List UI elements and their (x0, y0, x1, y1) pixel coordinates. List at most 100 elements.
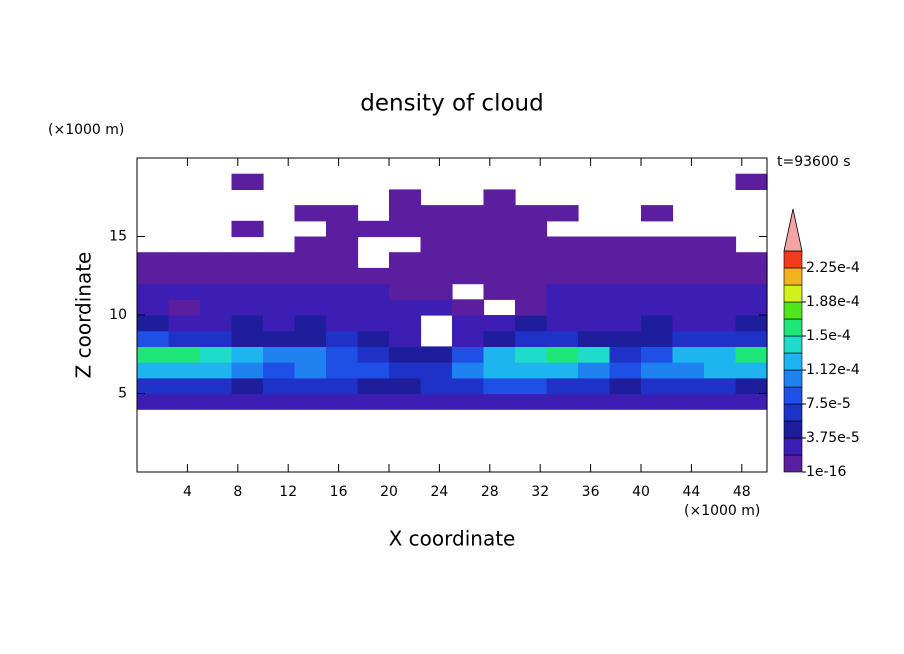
y-tick-label: 10 (109, 307, 127, 323)
contour-cell (294, 252, 327, 269)
x-tick-label: 44 (682, 484, 700, 500)
contour-cell (263, 252, 296, 269)
contour-cell (515, 393, 548, 410)
x-tick-label: 32 (531, 484, 549, 500)
x-tick-label: 48 (733, 484, 751, 500)
contour-cell (294, 299, 327, 316)
contour-cell (357, 299, 390, 316)
contour-cell (515, 377, 548, 395)
contour-cell (389, 189, 422, 206)
contour-cell (231, 315, 264, 332)
contour-cell (483, 330, 516, 347)
contour-cell (357, 377, 390, 395)
contour-cell (735, 315, 768, 332)
contour-cell (168, 362, 201, 379)
contour-cell (200, 393, 233, 410)
contour-cell (263, 283, 296, 300)
contour-cell (263, 393, 296, 410)
contour-cell (546, 393, 579, 410)
contour-cell (326, 315, 359, 332)
contour-cell (735, 283, 768, 300)
contour-cell (641, 330, 674, 347)
contour-cell (483, 315, 516, 332)
y-axis-label: Z coordinate (72, 252, 96, 379)
x-tick-label: 28 (481, 484, 499, 500)
contour-cell (168, 330, 201, 347)
contour-cell (641, 346, 674, 363)
contour-cell (609, 346, 642, 363)
contour-cell (641, 267, 674, 285)
x-tick-label: 40 (632, 484, 650, 500)
contour-cell (231, 220, 264, 238)
contour-cell (483, 189, 516, 206)
contour-cell (326, 377, 359, 395)
contour-cell (641, 236, 674, 253)
contour-cell (168, 393, 201, 410)
colorbar-label: 2.25e-4 (806, 260, 860, 276)
contour-cell (609, 267, 642, 285)
contour-cell (546, 267, 579, 285)
contour-cell (231, 252, 264, 269)
colorbar-box (783, 437, 803, 456)
contour-cell (326, 330, 359, 347)
contour-cell (578, 236, 611, 253)
contour-cell (389, 315, 422, 332)
contour-cell (609, 299, 642, 316)
contour-cell (294, 393, 327, 410)
x-tick-label: 20 (380, 484, 398, 500)
contour-cell (137, 362, 170, 379)
contour-cell (326, 393, 359, 410)
colorbar-label: 7.5e-5 (806, 396, 851, 412)
contour-cell (452, 205, 485, 222)
contour-cell (357, 220, 390, 238)
contour-cell (168, 252, 201, 269)
contour-cell (420, 283, 453, 300)
contour-cell (704, 283, 737, 300)
contour-cell (168, 267, 201, 285)
contour-cell (389, 299, 422, 316)
contour-cell (609, 315, 642, 332)
x-tick-label: 8 (233, 484, 242, 500)
contour-cell (735, 393, 768, 410)
contour-cell (294, 330, 327, 347)
contour-cell (263, 299, 296, 316)
contour-cell (483, 236, 516, 253)
contour-cell (609, 393, 642, 410)
contour-cell (137, 267, 170, 285)
contour-cell (483, 346, 516, 363)
colorbar-box (783, 301, 803, 320)
contour-cell (263, 267, 296, 285)
contour-cell (200, 330, 233, 347)
contour-cell (200, 362, 233, 379)
colorbar-over (783, 208, 803, 252)
colorbar-label: 1.88e-4 (806, 294, 860, 310)
contour-cell (735, 252, 768, 269)
contour-cell (515, 315, 548, 332)
contour-cell (704, 252, 737, 269)
contour-cell (420, 267, 453, 285)
contour-cell (294, 346, 327, 363)
contour-cell (735, 267, 768, 285)
contour-cell (546, 330, 579, 347)
contour-cell (420, 236, 453, 253)
contour-cell (483, 393, 516, 410)
contour-cell (389, 252, 422, 269)
contour-cell (515, 362, 548, 379)
colorbar-box (783, 284, 803, 303)
contour-cell (389, 377, 422, 395)
contour-cell (231, 299, 264, 316)
colorbar-box (783, 403, 803, 422)
contour-cell (672, 236, 705, 253)
contour-cell (420, 299, 453, 316)
colorbar-box (783, 352, 803, 371)
contour-cell (672, 362, 705, 379)
contour-cell (672, 283, 705, 300)
contour-cell (200, 346, 233, 363)
contour-cell (578, 346, 611, 363)
contour-cell (200, 283, 233, 300)
contour-cell (704, 236, 737, 253)
contour-cell (137, 252, 170, 269)
contour-cell (231, 173, 264, 190)
colorbar-box (783, 369, 803, 388)
